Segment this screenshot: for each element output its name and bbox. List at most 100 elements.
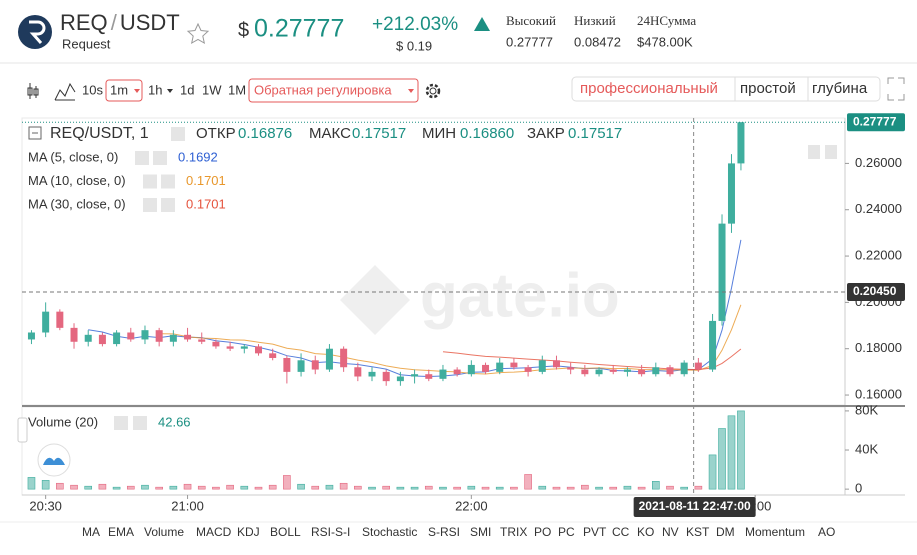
ma-value: 0.1692 — [178, 149, 218, 164]
watermark-logo — [340, 265, 410, 335]
indicator[interactable]: Momentum — [745, 525, 805, 539]
indicator[interactable]: DM — [716, 525, 735, 539]
interval[interactable]: 10s — [82, 82, 103, 97]
volume-bar — [652, 481, 660, 490]
volume-legend: Volume (20) — [28, 414, 98, 429]
candle-body — [623, 369, 631, 372]
coin-logo — [18, 15, 52, 49]
volume-bar — [311, 485, 320, 490]
interval[interactable]: 1d — [180, 82, 194, 97]
volume-bar — [297, 483, 305, 490]
volume-bar — [424, 485, 433, 490]
candle-body — [467, 364, 475, 375]
candle-body — [609, 369, 617, 372]
volume-bar — [510, 486, 518, 490]
candle-body — [84, 334, 92, 342]
candle-body — [567, 367, 575, 370]
view-option[interactable]: простой — [740, 80, 796, 97]
ma-settings[interactable] — [143, 198, 157, 212]
vol-settings[interactable] — [114, 416, 128, 430]
volume-bar — [126, 485, 135, 490]
ohlc-label: ОТКР — [196, 125, 236, 142]
volume-bar — [212, 486, 220, 490]
ma-close[interactable] — [153, 151, 167, 165]
candle-body — [638, 369, 646, 375]
candle-body — [439, 369, 447, 379]
ma-settings[interactable] — [135, 151, 149, 165]
settings-icon[interactable] — [825, 145, 837, 159]
tv-badge[interactable] — [37, 443, 71, 477]
y-tick-label: 0.18000 — [855, 340, 902, 355]
ohlc-value: 0.16876 — [238, 125, 292, 142]
settings-icon[interactable] — [425, 83, 441, 99]
volume-bar — [84, 485, 93, 490]
indicator[interactable]: AO — [818, 525, 835, 539]
indicator[interactable]: PC — [558, 525, 575, 539]
ma-close[interactable] — [161, 174, 175, 189]
candle-body — [42, 311, 50, 333]
indicator[interactable]: PVT — [583, 525, 607, 539]
candle-body — [141, 330, 149, 340]
indicator[interactable]: KST — [686, 525, 710, 539]
indicator[interactable]: KDJ — [237, 525, 260, 539]
volume-bar — [410, 486, 419, 490]
indicator[interactable]: EMA — [108, 525, 134, 539]
x-tick-label: 20:30 — [29, 498, 62, 513]
vol-tick-label: 0 — [855, 481, 862, 496]
view-option[interactable]: профессиональный — [580, 80, 718, 97]
candle-body — [727, 163, 735, 224]
view-option[interactable]: глубина — [812, 80, 868, 97]
view-switch — [571, 76, 881, 102]
price-label: 0.20450 — [853, 284, 897, 298]
favorite[interactable] — [186, 22, 210, 44]
ma-close[interactable] — [161, 198, 175, 212]
interval[interactable]: 1m — [110, 82, 128, 97]
indicator[interactable]: BOLL — [270, 525, 301, 539]
indicator[interactable]: CC — [612, 525, 630, 539]
indicator[interactable]: S-RSI — [428, 525, 460, 539]
indicator[interactable]: MA — [82, 525, 100, 539]
ohlc-label: МАКС — [309, 125, 351, 142]
fullscreen[interactable] — [887, 77, 905, 101]
side-toggle[interactable] — [17, 417, 28, 443]
indicator-icon[interactable] — [54, 82, 76, 101]
indicator[interactable]: PO — [534, 525, 551, 539]
replay[interactable]: Обратная регулировка — [254, 82, 392, 97]
legend-icon — [171, 127, 185, 141]
volume-bar — [737, 410, 745, 490]
vol-close[interactable] — [133, 416, 147, 430]
indicator[interactable]: Volume — [144, 525, 184, 539]
settings-icon[interactable] — [808, 145, 820, 159]
ohlc-label: ЗАКР — [527, 125, 565, 142]
candle-body — [254, 346, 262, 354]
crosshair-label: 2021-08-11 22:47:00 — [639, 499, 751, 513]
indicator[interactable]: RSI-S-I — [311, 525, 350, 539]
volume-bar — [718, 428, 726, 490]
candle-icon[interactable] — [27, 83, 39, 99]
replay-box — [248, 78, 419, 103]
candle-body — [198, 339, 206, 342]
indicator[interactable]: NV — [662, 525, 679, 539]
indicator[interactable]: MACD — [196, 525, 232, 539]
volume-bar — [623, 485, 632, 490]
stat-label: Высокий — [506, 13, 556, 28]
base: REQ — [60, 10, 108, 35]
indicator[interactable]: Stochastic — [362, 525, 417, 539]
volume-bar — [708, 454, 717, 490]
volume-bar — [595, 486, 603, 490]
indicator[interactable]: KO — [637, 525, 654, 539]
indicator[interactable]: SMI — [470, 525, 491, 539]
interval[interactable]: 1M — [228, 82, 246, 97]
ma-settings[interactable] — [143, 174, 157, 189]
price-label: 0.27777 — [853, 114, 897, 128]
y-tick-label: 0.24000 — [855, 201, 902, 216]
stat-value: 0.27777 — [506, 34, 553, 49]
interval[interactable]: 1h — [148, 82, 162, 97]
interval[interactable]: 1W — [202, 82, 222, 97]
indicator[interactable]: TRIX — [500, 525, 527, 539]
volume-bar — [354, 485, 362, 490]
volume-bar — [70, 484, 78, 490]
volume-bar — [581, 484, 589, 490]
volume-bar — [727, 415, 736, 490]
